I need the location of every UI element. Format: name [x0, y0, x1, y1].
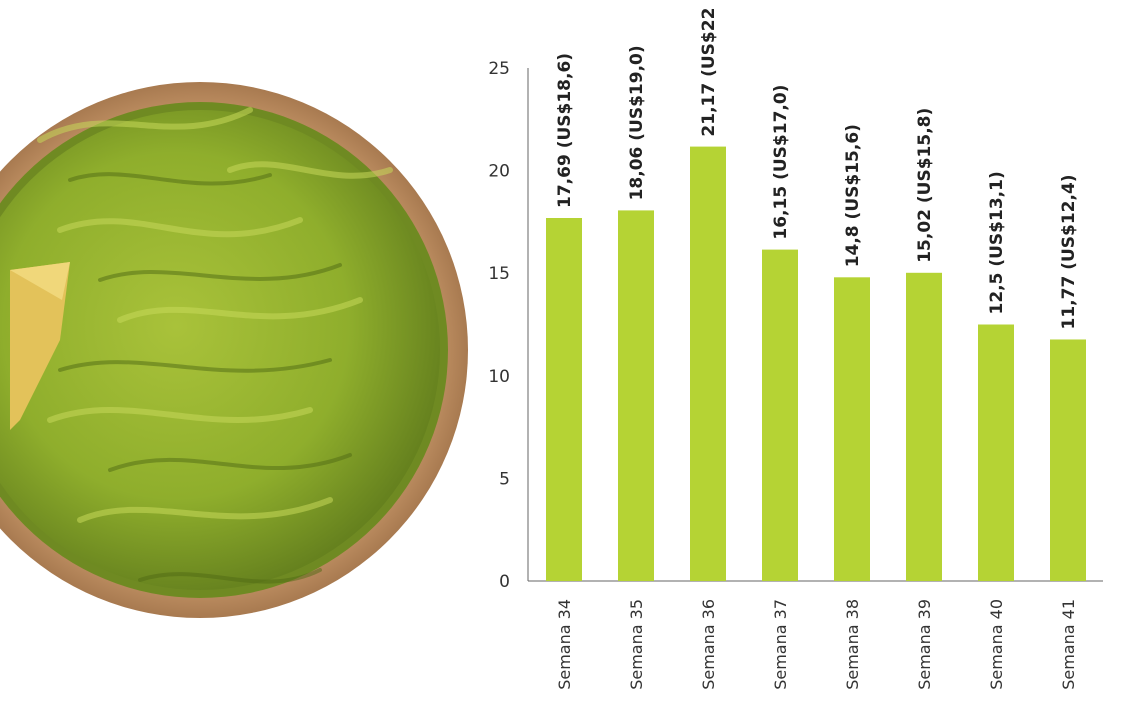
y-tick-labels: 0 5 10 15 20 25 [488, 59, 510, 592]
bar [690, 146, 726, 581]
y-tick-label: 20 [488, 162, 510, 182]
guacamole-bowl-photo [0, 82, 468, 618]
bar [762, 249, 798, 582]
category-label: Semana 36 [699, 599, 718, 690]
category-label: Semana 37 [771, 599, 790, 690]
y-tick-label: 25 [488, 59, 510, 79]
category-labels: Semana 34 Semana 35 Semana 36 Semana 37 Sema… [555, 599, 1078, 690]
data-label: 18,06 (US$19,0) [627, 45, 647, 200]
data-label: 14,8 (US$15,6) [843, 124, 863, 267]
data-labels: 17,69 (US$18,6) 18,06 (US$19,0) 21,17 (US$… [555, 8, 1079, 330]
data-label: 15,02 (US$15,8) [915, 108, 935, 263]
bar [618, 210, 654, 581]
bar [1050, 339, 1086, 581]
category-label: Semana 41 [1059, 599, 1078, 690]
bar [978, 324, 1014, 581]
bar [546, 218, 582, 581]
data-label: 21,17 (US$22 [699, 8, 719, 137]
data-label: 17,69 (US$18,6) [555, 53, 575, 208]
bars [546, 146, 1086, 582]
y-tick-label: 15 [488, 264, 510, 284]
y-tick-label: 5 [499, 469, 510, 489]
category-label: Semana 34 [555, 599, 574, 690]
y-tick-label: 0 [499, 572, 510, 592]
category-label: Semana 40 [987, 599, 1006, 690]
category-label: Semana 35 [627, 599, 646, 690]
bar [834, 277, 870, 581]
data-label: 12,5 (US$13,1) [987, 171, 1007, 314]
category-label: Semana 39 [915, 599, 934, 690]
data-label: 11,77 (US$12,4) [1059, 174, 1079, 329]
category-label: Semana 38 [843, 599, 862, 690]
data-label: 16,15 (US$17,0) [771, 85, 791, 240]
y-tick-label: 10 [488, 367, 510, 387]
bar [906, 272, 942, 581]
